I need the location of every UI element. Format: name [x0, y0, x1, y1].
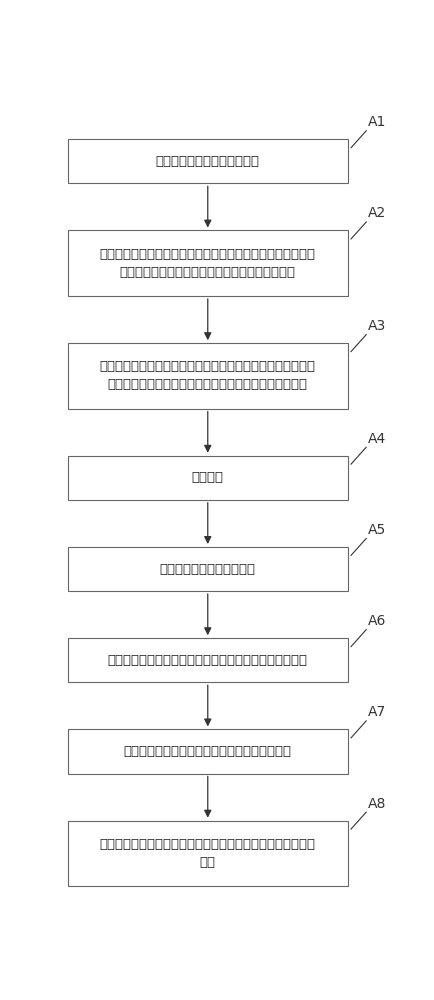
Text: 线路连接: 线路连接 — [191, 471, 223, 484]
Text: A6: A6 — [367, 614, 385, 628]
Text: 将荧旋状的色谱柱固定在所述导热单元的上侧，所述色谱柱外
侧绕加热模块；温度传感器设置在所述底板的上侧: 将荧旋状的色谱柱固定在所述导热单元的上侧，所述色谱柱外 侧绕加热模块；温度传感器… — [99, 248, 315, 279]
Bar — [68, 638, 347, 682]
Text: 将保温材料包裹在所述腔体、底板和顶板的外侧: 将保温材料包裹在所述腔体、底板和顶板的外侧 — [124, 745, 291, 758]
Bar — [68, 821, 347, 886]
Bar — [68, 343, 347, 409]
Bar — [68, 547, 347, 591]
Bar — [68, 456, 347, 500]
Text: 将导热单元固定在底板的内侧: 将导热单元固定在底板的内侧 — [155, 155, 259, 168]
Text: A4: A4 — [367, 432, 385, 446]
Text: A7: A7 — [367, 705, 385, 719]
Text: A1: A1 — [367, 115, 385, 129]
Text: A8: A8 — [367, 797, 385, 811]
Text: A2: A2 — [367, 206, 385, 220]
Text: 将腔体设置在底板的上侧，将第一接插件设置在所述腔体的通
孔处，并封闭所述通孔；将加热座固定在所述腔体的外侧: 将腔体设置在底板的上侧，将第一接插件设置在所述腔体的通 孔处，并封闭所述通孔；将… — [99, 360, 315, 391]
Text: 电路板插接在所述第一接插件的处于所述腔体外侧的部分: 电路板插接在所述第一接插件的处于所述腔体外侧的部分 — [108, 654, 307, 667]
Text: 在保温材料的外侧设置保护壳体，所述电路板上的第二接插件
外露: 在保温材料的外侧设置保护壳体，所述电路板上的第二接插件 外露 — [99, 838, 315, 869]
Text: A3: A3 — [367, 319, 385, 333]
Bar — [68, 230, 347, 296]
Bar — [68, 729, 347, 774]
Bar — [68, 139, 347, 183]
Text: A5: A5 — [367, 523, 385, 537]
Text: 将顶板固定在所述腔体上侧: 将顶板固定在所述腔体上侧 — [159, 563, 255, 576]
